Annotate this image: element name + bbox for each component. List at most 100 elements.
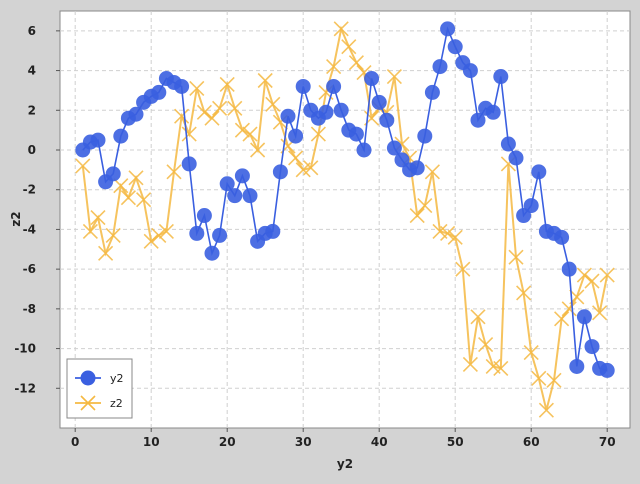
y-tick-label: 4 <box>28 64 36 78</box>
data-point-z2 <box>98 245 114 261</box>
data-point-y2 <box>151 84 167 100</box>
plot-area <box>59 10 631 429</box>
data-point-y2 <box>371 94 387 110</box>
y-tick-label: 6 <box>28 24 36 38</box>
data-point-z2 <box>470 309 486 325</box>
data-point-y2 <box>554 229 570 245</box>
x-axis-label: y2 <box>337 457 353 471</box>
data-point-y2 <box>90 132 106 148</box>
data-point-y2 <box>364 71 380 87</box>
data-point-z2 <box>462 356 478 373</box>
axes: 0 10 20 30 40 50 60 70 -12 -10 -8 -6 -4 -2 0 2 4 6 <box>14 24 615 449</box>
data-point-y2 <box>181 156 197 172</box>
data-point-y2 <box>196 208 212 224</box>
data-point-y2 <box>470 112 486 128</box>
data-point-z2 <box>189 80 205 97</box>
data-point-y2 <box>417 128 433 144</box>
data-point-y2 <box>485 104 501 120</box>
data-point-y2 <box>174 78 190 94</box>
x-tick-label: 70 <box>599 435 616 449</box>
data-point-z2 <box>250 142 266 158</box>
data-point-y2 <box>280 108 296 124</box>
data-point-z2 <box>227 100 243 116</box>
legend-entry-y2: y2 <box>75 370 124 386</box>
legend-marker <box>80 370 96 386</box>
data-point-z2 <box>348 55 364 71</box>
data-point-z2 <box>599 267 615 283</box>
data-point-y2 <box>242 188 258 204</box>
data-point-y2 <box>561 261 577 277</box>
data-point-y2 <box>493 69 509 85</box>
data-point-z2 <box>82 223 98 239</box>
data-point-z2 <box>212 100 228 116</box>
data-point-y2 <box>447 39 463 55</box>
data-point-y2 <box>599 362 615 378</box>
data-point-z2 <box>151 227 167 243</box>
data-point-z2 <box>234 122 250 138</box>
data-point-z2 <box>113 178 129 194</box>
data-point-z2 <box>386 68 402 85</box>
data-point-z2 <box>455 261 471 277</box>
data-point-y2 <box>576 309 592 325</box>
data-point-y2 <box>569 358 585 374</box>
x-tick-label: 30 <box>295 435 312 449</box>
data-point-z2 <box>417 198 433 214</box>
data-point-y2 <box>500 136 516 152</box>
data-point-y2 <box>409 160 425 176</box>
data-point-z2 <box>409 207 425 224</box>
data-point-y2 <box>462 63 478 79</box>
data-point-y2 <box>227 188 243 204</box>
data-point-y2 <box>113 128 129 144</box>
data-point-y2 <box>379 112 395 128</box>
legend-box <box>66 358 133 419</box>
data-point-y2 <box>265 223 281 239</box>
data-point-y2 <box>326 78 342 94</box>
data-point-z2 <box>531 370 547 386</box>
data-point-z2 <box>554 311 570 327</box>
series-z2 <box>75 21 615 418</box>
data-point-z2 <box>204 110 220 126</box>
y-tick-label: -8 <box>23 302 36 316</box>
data-point-y2 <box>531 164 547 180</box>
data-point-y2 <box>212 227 228 243</box>
x-tick-label: 60 <box>523 435 540 449</box>
series-y2 <box>75 21 615 378</box>
data-point-z2 <box>128 170 144 186</box>
data-point-y2 <box>105 166 121 182</box>
y-tick-label: -4 <box>23 222 36 236</box>
series-line-z2 <box>81 25 609 411</box>
data-point-z2 <box>440 225 456 241</box>
data-point-z2 <box>105 227 121 243</box>
data-point-y2 <box>440 21 456 37</box>
data-point-y2 <box>234 168 250 184</box>
y-tick-label: -10 <box>14 342 36 356</box>
data-point-z2 <box>584 273 600 289</box>
legend-label: y2 <box>110 372 124 385</box>
data-point-z2 <box>143 233 159 249</box>
y-tick-label: -2 <box>23 183 36 197</box>
legend-entry-z2: z2 <box>75 395 123 411</box>
data-point-z2 <box>288 150 304 166</box>
x-tick-label: 40 <box>371 435 388 449</box>
data-point-y2 <box>348 126 364 142</box>
data-point-y2 <box>584 339 600 355</box>
data-point-z2 <box>310 126 326 142</box>
data-point-y2 <box>424 84 440 100</box>
data-point-y2 <box>189 225 205 241</box>
data-point-y2 <box>523 198 539 214</box>
data-point-y2 <box>432 59 448 75</box>
x-tick-label: 0 <box>71 435 79 449</box>
y-tick-label: 2 <box>28 103 36 117</box>
data-point-z2 <box>424 164 440 180</box>
data-point-y2 <box>386 140 402 156</box>
legend: y2 z2 <box>66 358 133 419</box>
data-point-z2 <box>303 160 319 176</box>
x-tick-label: 50 <box>447 435 464 449</box>
data-point-z2 <box>538 402 554 418</box>
data-point-y2 <box>318 104 334 120</box>
data-point-z2 <box>516 285 532 301</box>
data-point-y2 <box>128 106 144 122</box>
y-axis-label: z2 <box>9 211 23 226</box>
